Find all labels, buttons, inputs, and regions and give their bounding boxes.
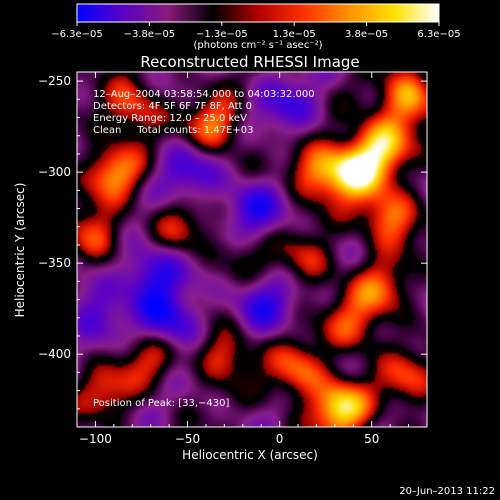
y-tick-label: −300: [38, 165, 71, 179]
x-axis-ticks: −100 −50 0 50: [76, 72, 428, 446]
x-axis-label: Heliocentric X (arcsec): [182, 448, 318, 462]
colorbar-unit-label: (photons cm⁻² s⁻¹ asec⁻²): [193, 40, 322, 51]
colorbar: [76, 3, 440, 23]
colorbar-tick-label: −1.3e−05: [196, 29, 248, 40]
x-tick-label: −50: [175, 432, 200, 446]
colorbar-tick-label: 3.8e−05: [345, 29, 388, 40]
y-axis-ticks: −250 −300 −350 −400: [38, 74, 427, 428]
x-tick-label: 0: [276, 432, 284, 446]
heatmap-image: [77, 72, 427, 427]
peak-position-label: Position of Peak: [33,−430]: [93, 398, 229, 409]
colorbar-tick-label: −6.3e−05: [51, 29, 103, 40]
x-tick-label: 50: [364, 432, 379, 446]
chart-title: Reconstructed RHESSI Image: [140, 53, 359, 71]
y-tick-label: −350: [38, 256, 71, 270]
info-line-detectors: Detectors: 4F 5F 6F 7F 8F, Att 0: [93, 101, 252, 112]
plot-frame: [76, 71, 428, 428]
colorbar-tick-labels: −6.3e−05 −3.8e−05 −1.3e−05 1.3e−05 3.8e−05 6.…: [51, 29, 460, 40]
info-line-time: 12–Aug–2004 03:58:54.000 to 04:03:32.000: [93, 89, 315, 100]
colorbar-ticks: [76, 22, 440, 26]
colorbar-tick-label: 1.3e−05: [273, 29, 316, 40]
y-axis-label: Heliocentric Y (arcsec): [13, 183, 27, 318]
colorbar-tick-label: −3.8e−05: [124, 29, 176, 40]
y-tick-label: −400: [38, 347, 71, 361]
colorbar-tick-label: 6.3e−05: [417, 29, 460, 40]
info-line-counts: Clean Total counts: 1.47E+03: [93, 125, 253, 136]
x-tick-label: −100: [79, 432, 112, 446]
info-line-energy: Energy Range: 12.0 – 25.0 keV: [93, 113, 247, 124]
y-tick-label: −250: [38, 74, 71, 88]
footer-timestamp: 20–Jun–2013 11:22: [399, 486, 495, 497]
observation-info: 12–Aug–2004 03:58:54.000 to 04:03:32.000…: [93, 89, 315, 136]
